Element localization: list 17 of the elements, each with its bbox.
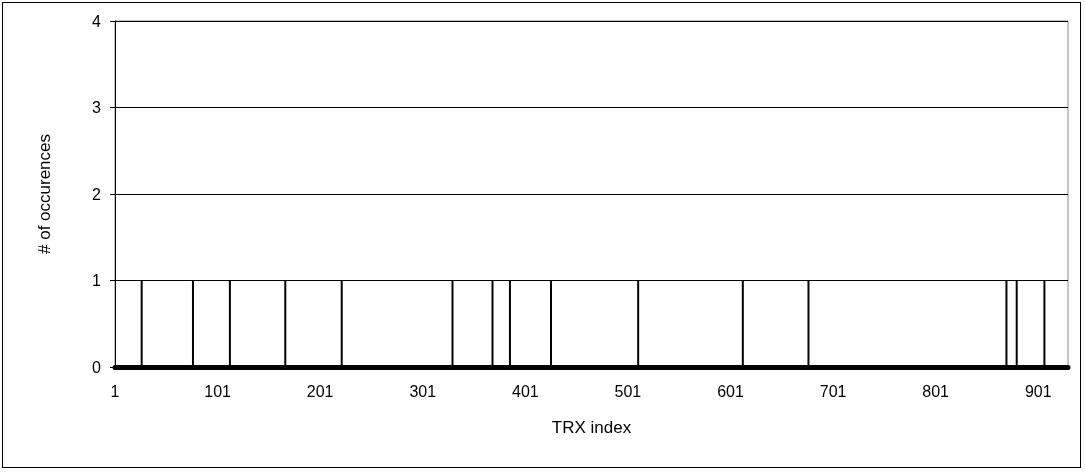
x-axis-title: TRX index — [551, 418, 632, 437]
x-tick-label: 801 — [922, 382, 950, 400]
x-tick-label: 101 — [204, 382, 232, 400]
x-tick-label: 1 — [110, 382, 120, 400]
y-tick-label: 4 — [92, 12, 102, 30]
y-axis-title: # of occurences — [35, 133, 54, 255]
y-tick-label: 3 — [92, 99, 102, 116]
x-tick-label: 201 — [306, 382, 334, 400]
y-tick-label: 1 — [92, 272, 102, 289]
y-tick-label: 0 — [92, 358, 102, 376]
x-tick-label: 901 — [1024, 382, 1052, 400]
x-tick-label: 401 — [511, 382, 539, 400]
x-tick-label: 501 — [614, 382, 642, 400]
x-tick-label: 601 — [717, 382, 744, 400]
x-tick-label: 301 — [409, 382, 437, 400]
y-tick-label: 2 — [92, 185, 102, 203]
x-tick-label: 701 — [819, 382, 847, 400]
